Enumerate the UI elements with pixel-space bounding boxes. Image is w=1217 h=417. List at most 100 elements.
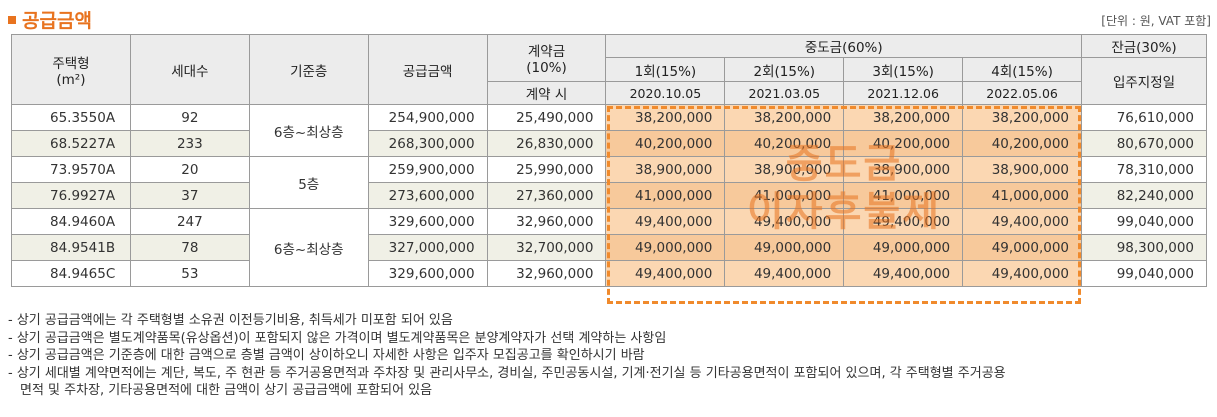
cell-middle-1: 49,400,000 — [605, 208, 726, 235]
cell-middle-2: 49,400,000 — [724, 260, 845, 287]
cell-middle-2: 38,200,000 — [724, 104, 845, 131]
cell-type: 84.9465C — [11, 260, 131, 287]
header-type: 주택형 (m²) — [11, 34, 131, 105]
header-deposit-pct: (10%) — [526, 60, 567, 76]
cell-balance: 98,300,000 — [1081, 234, 1207, 261]
header-middle-2: 2회(15%) — [724, 57, 845, 82]
cell-middle-4: 38,900,000 — [962, 156, 1083, 183]
cell-price: 254,900,000 — [367, 104, 488, 131]
cell-middle-4: 49,000,000 — [962, 234, 1083, 261]
cell-households: 233 — [129, 130, 250, 157]
cell-middle-1: 49,400,000 — [605, 260, 726, 287]
footnote: - 상기 공급금액은 기준층에 대한 금액으로 층별 금액이 상이하오니 자세한… — [8, 348, 645, 363]
cell-balance: 99,040,000 — [1081, 208, 1207, 235]
cell-balance: 76,610,000 — [1081, 104, 1207, 131]
footnote: - 상기 세대별 계약면적에는 계단, 복도, 주 현관 등 주거공용면적과 주… — [8, 365, 1006, 381]
cell-middle-3: 41,000,000 — [843, 182, 964, 209]
cell-middle-1: 49,000,000 — [605, 234, 726, 261]
section-title: 공급금액 — [8, 6, 92, 33]
cell-middle-1: 40,200,000 — [605, 130, 726, 157]
header-type-label: 주택형 — [52, 55, 90, 72]
section-title-text: 공급금액 — [22, 10, 92, 32]
table-row: 84.9541B 78 327,000,000 32,700,000 49,00… — [11, 234, 1207, 261]
cell-middle-3: 49,400,000 — [843, 208, 964, 235]
cell-middle-4: 49,400,000 — [962, 260, 1083, 287]
footnote-continuation: 면적 및 주차장, 기타공용면적에 대한 금액이 상기 공급금액에 포함되어 있… — [20, 383, 433, 398]
cell-price: 329,600,000 — [367, 260, 488, 287]
cell-type: 84.9541B — [11, 234, 131, 261]
header-middle-1: 1회(15%) — [605, 57, 726, 82]
cell-floor: 5층 — [248, 156, 369, 209]
footnote: - 상기 공급금액은 별도계약품목(유상옵션)이 포함되지 않은 가격이며 별도… — [8, 330, 667, 346]
header-floor: 기준층 — [248, 34, 369, 105]
cell-middle-1: 38,900,000 — [605, 156, 726, 183]
table-row: 65.3550A 92 6층~최상층 254,900,000 25,490,00… — [11, 104, 1207, 157]
cell-households: 20 — [129, 156, 250, 183]
header-middle-4: 4회(15%) — [962, 57, 1083, 82]
footnote: - 상기 공급금액에는 각 주택형별 소유권 이전등기비용, 취득세가 미포함 … — [8, 313, 453, 328]
cell-middle-4: 41,000,000 — [962, 182, 1083, 209]
cell-deposit: 26,830,000 — [486, 130, 607, 157]
header-middle: 중도금(60%) — [605, 34, 1083, 58]
cell-middle-4: 49,400,000 — [962, 208, 1083, 235]
cell-type: 65.3550A — [11, 104, 131, 131]
cell-middle-2: 49,000,000 — [724, 234, 845, 261]
price-table: 주택형 (m²) 세대수 기준층 공급금액 계약금 (10%) 중도금(60%)… — [11, 34, 1207, 287]
cell-middle-1: 41,000,000 — [605, 182, 726, 209]
cell-deposit: 32,960,000 — [486, 260, 607, 287]
cell-middle-4: 38,200,000 — [962, 104, 1083, 131]
cell-households: 37 — [129, 182, 250, 209]
cell-type: 73.9570A — [11, 156, 131, 183]
cell-households: 53 — [129, 260, 250, 287]
cell-type: 84.9460A — [11, 208, 131, 235]
header-price: 공급금액 — [367, 34, 488, 105]
cell-deposit: 32,700,000 — [486, 234, 607, 261]
cell-middle-2: 41,000,000 — [724, 182, 845, 209]
cell-deposit: 32,960,000 — [486, 208, 607, 235]
cell-middle-3: 49,400,000 — [843, 260, 964, 287]
cell-price: 268,300,000 — [367, 130, 488, 157]
cell-balance: 80,670,000 — [1081, 130, 1207, 157]
cell-deposit: 27,360,000 — [486, 182, 607, 209]
table-row: 73.9570A 20 5층 259,900,000 25,990,000 38… — [11, 156, 1207, 209]
cell-balance: 99,040,000 — [1081, 260, 1207, 287]
header-deposit: 계약금 (10%) — [486, 34, 607, 82]
table-row: 76.9927A 37 273,600,000 27,360,000 41,00… — [11, 182, 1207, 209]
table-row: 68.5227A 233 268,300,000 26,830,000 40,2… — [11, 130, 1207, 157]
header-middle-date-3: 2021.12.06 — [843, 81, 964, 105]
header-middle-date-2: 2021.03.05 — [724, 81, 845, 105]
header-balance-when: 입주지정일 — [1081, 57, 1207, 105]
header-middle-date-4: 2022.05.06 — [962, 81, 1083, 105]
cell-middle-1: 38,200,000 — [605, 104, 726, 131]
table-row: 84.9465C 53 329,600,000 32,960,000 49,40… — [11, 260, 1207, 287]
cell-type: 76.9927A — [11, 182, 131, 209]
cell-balance: 78,310,000 — [1081, 156, 1207, 183]
cell-households: 247 — [129, 208, 250, 235]
header-households: 세대수 — [129, 34, 250, 105]
cell-price: 273,600,000 — [367, 182, 488, 209]
cell-middle-3: 38,200,000 — [843, 104, 964, 131]
cell-floor: 6층~최상층 — [248, 104, 369, 157]
cell-middle-4: 40,200,000 — [962, 130, 1083, 157]
cell-type: 68.5227A — [11, 130, 131, 157]
cell-price: 329,600,000 — [367, 208, 488, 235]
cell-deposit: 25,490,000 — [486, 104, 607, 131]
unit-note: [단위 : 원, VAT 포함] — [1101, 14, 1211, 28]
header-type-unit: (m²) — [56, 71, 86, 88]
header-deposit-when: 계약 시 — [486, 81, 607, 105]
cell-middle-3: 40,200,000 — [843, 130, 964, 157]
cell-price: 259,900,000 — [367, 156, 488, 183]
cell-price: 327,000,000 — [367, 234, 488, 261]
cell-middle-2: 40,200,000 — [724, 130, 845, 157]
header-deposit-label: 계약금 — [527, 44, 566, 60]
cell-middle-3: 38,900,000 — [843, 156, 964, 183]
title-bullet-icon — [8, 15, 16, 24]
header-middle-3: 3회(15%) — [843, 57, 964, 82]
cell-middle-2: 38,900,000 — [724, 156, 845, 183]
cell-floor: 6층~최상층 — [248, 208, 369, 287]
footnotes: - 상기 공급금액에는 각 주택형별 소유권 이전등기비용, 취득세가 미포함 … — [8, 312, 1208, 400]
table-row: 84.9460A 247 6층~최상층 329,600,000 32,960,0… — [11, 208, 1207, 287]
cell-households: 92 — [129, 104, 250, 131]
header-middle-date-1: 2020.10.05 — [605, 81, 726, 105]
cell-middle-2: 49,400,000 — [724, 208, 845, 235]
